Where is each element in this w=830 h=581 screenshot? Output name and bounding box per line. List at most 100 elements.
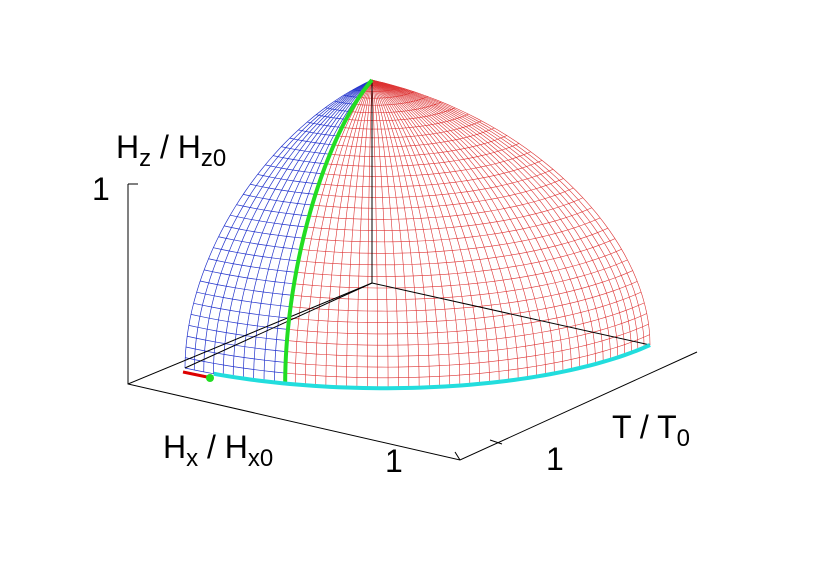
mesh-line (222, 79, 373, 376)
label-part: / H (198, 429, 248, 465)
label-sub: 0 (677, 425, 690, 452)
mesh-line (371, 79, 572, 370)
back-edge (371, 282, 651, 346)
mesh-line (329, 135, 507, 157)
mesh-line (300, 217, 601, 254)
mesh-line (289, 281, 638, 323)
mesh-line (371, 79, 490, 383)
mesh-line (200, 280, 293, 296)
mesh-line (292, 259, 628, 300)
mesh-line (363, 86, 401, 92)
mesh-line (371, 79, 510, 381)
mesh-line (218, 236, 301, 250)
mesh-line (204, 269, 295, 285)
boundary-curve (182, 370, 208, 379)
mesh-line (371, 79, 528, 378)
z-axis-label: Hz / Hz0 (116, 129, 226, 172)
box (127, 80, 698, 461)
mesh-line (371, 79, 596, 364)
mesh-line (285, 323, 649, 368)
mesh-line (312, 178, 564, 209)
label-sub: z0 (201, 145, 226, 172)
mesh-line (371, 79, 564, 372)
mesh-line (306, 197, 583, 231)
mesh-line (371, 79, 430, 388)
back-edge (184, 282, 373, 369)
mesh-line (371, 79, 604, 362)
mesh-line (286, 302, 645, 346)
mesh-line (190, 314, 288, 330)
mesh-line (371, 79, 632, 353)
mesh-line (341, 113, 469, 130)
mesh-line (273, 155, 327, 165)
mesh-line (294, 79, 373, 385)
z-tick-label: 1 (92, 171, 110, 207)
t-axis-label: T / T0 (612, 409, 690, 452)
mesh-line (346, 79, 373, 388)
mesh-line (286, 313, 647, 357)
boundary-curve (283, 78, 374, 384)
mesh-line (296, 238, 616, 277)
mesh-line (265, 164, 323, 175)
mesh-line (315, 169, 554, 198)
mesh-line (371, 79, 537, 377)
mesh-line (371, 79, 461, 386)
x-tick (454, 451, 461, 461)
mesh-line (253, 79, 373, 380)
mesh-line (371, 79, 389, 389)
label-part: / H (151, 129, 201, 165)
mesh-line (298, 129, 338, 137)
x-axis-label: Hx / Hx0 (163, 429, 273, 472)
mesh-line (281, 146, 330, 155)
mesh-line (263, 79, 373, 382)
mesh-line (185, 357, 286, 374)
mesh-line (371, 79, 645, 348)
mesh-line (208, 258, 297, 273)
mesh-line (193, 79, 373, 371)
mesh-line (371, 79, 500, 382)
mesh-line (188, 325, 287, 341)
mesh-line (232, 79, 373, 378)
junction-point (206, 374, 214, 382)
mesh-line (213, 247, 299, 262)
mesh-line (356, 79, 373, 388)
mesh-line (236, 204, 310, 217)
mesh-line (358, 91, 415, 99)
mesh-line (305, 79, 373, 386)
mesh-line (257, 174, 319, 185)
mesh-line (193, 302, 290, 319)
mesh-line (326, 143, 520, 167)
mesh-line (371, 79, 451, 387)
mesh-line (371, 79, 519, 380)
mesh-line (371, 79, 626, 356)
mesh-line (346, 107, 456, 122)
mesh-line (371, 79, 420, 388)
mesh-line (354, 96, 428, 106)
mesh-line (371, 79, 639, 351)
mesh-line (371, 79, 555, 374)
mesh-line (335, 79, 373, 388)
mesh-line (250, 183, 316, 195)
mesh-line (196, 291, 291, 308)
mesh-line (371, 79, 399, 389)
mesh-line (185, 346, 286, 363)
mesh-line (213, 79, 373, 374)
axis-frame (127, 184, 698, 461)
mesh-line (203, 79, 373, 372)
mesh-line (318, 160, 543, 188)
back-edge (127, 282, 373, 385)
mesh-line (350, 101, 442, 114)
mesh-line (315, 79, 373, 386)
boundary-curve (213, 343, 651, 391)
mesh-line (307, 121, 342, 128)
mesh-line (298, 227, 609, 266)
mesh-line (325, 107, 351, 112)
mesh-line (343, 94, 359, 98)
mesh-line (371, 79, 589, 367)
curves (182, 78, 651, 391)
mesh-line (325, 79, 373, 387)
mesh-line (334, 100, 355, 105)
mesh-line (371, 79, 546, 376)
mesh-line (322, 151, 531, 177)
